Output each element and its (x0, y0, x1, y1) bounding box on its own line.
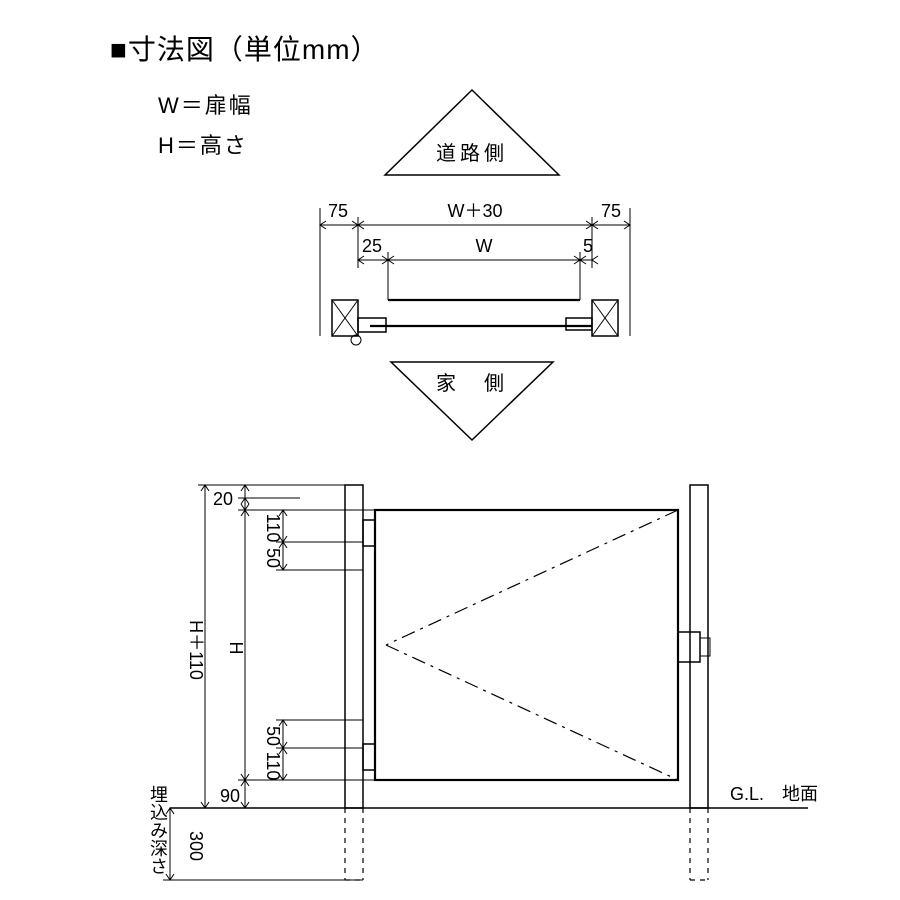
dim-col-3 (276, 510, 363, 780)
dim-col-2 (238, 485, 375, 808)
dim-door-h: H (226, 642, 246, 655)
dim-bracket-a-top: 110 (263, 514, 283, 543)
diagram-page: ■寸法図（単位mm） W＝扉幅 H＝高さ 道路側 75 W＋30 75 (0, 0, 900, 900)
latch-post (690, 485, 708, 880)
dim-overall-h: H＋110 (186, 620, 206, 680)
dim-embed: 300 (186, 831, 206, 861)
door-leaf (363, 510, 710, 780)
hinge-post (345, 485, 363, 880)
dim-bracket-b-bot: 50 (263, 726, 283, 746)
dim-top-clear: 20 (213, 489, 233, 509)
front-view: G.L. 地面 (0, 0, 900, 900)
dim-bracket-b-top: 50 (263, 548, 283, 568)
dim-bracket-a-bot: 110 (263, 752, 283, 781)
dim-bottom-clear: 90 (220, 786, 240, 806)
gl-label: G.L. 地面 (730, 784, 818, 804)
embed-depth-label: 埋込み深さ (148, 785, 168, 875)
